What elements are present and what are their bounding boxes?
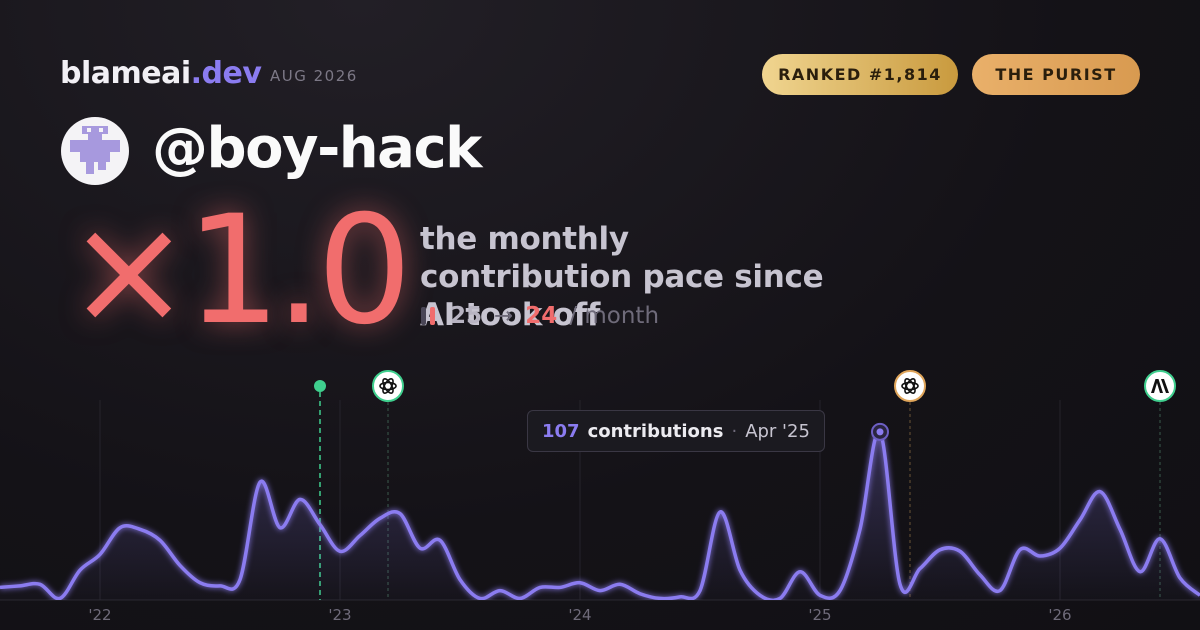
x-tick-label: '26 — [1048, 606, 1071, 624]
brand: blameai.dev — [60, 56, 262, 91]
pace-icon — [421, 307, 435, 325]
pace-after: 24 — [525, 303, 558, 329]
event-icon — [372, 370, 404, 402]
date: AUG 2026 — [270, 67, 358, 85]
tooltip-date: Apr '25 — [745, 420, 810, 442]
pace-before: 25 — [450, 303, 483, 329]
description: the monthly contribution pace since AI t… — [420, 221, 824, 333]
x-tick-label: '25 — [808, 606, 831, 624]
event-icon — [1144, 370, 1176, 402]
event-dot — [314, 380, 326, 392]
brand-name: blameai — [60, 56, 191, 91]
x-tick-label: '23 — [328, 606, 351, 624]
tooltip-value: 107 — [542, 420, 580, 442]
avatar — [61, 117, 129, 185]
handle: @boy-hack — [152, 116, 482, 181]
event-icon — [894, 370, 926, 402]
tooltip: 107 contributions · Apr '25 — [527, 410, 825, 452]
area-fill — [0, 431, 1200, 600]
pace-unit: / month — [569, 303, 660, 329]
x-tick-label: '22 — [88, 606, 111, 624]
line — [0, 429, 1200, 600]
rank-badge: RANKED #1,814 — [762, 54, 958, 95]
hover-point-core — [876, 428, 884, 436]
brand-tld: .dev — [190, 56, 262, 91]
pace-arrow: → — [494, 303, 514, 329]
x-tick-label: '24 — [568, 606, 591, 624]
tooltip-label: contributions — [587, 420, 724, 442]
pace: 25 → 24 / month — [420, 303, 659, 329]
persona-badge: THE PURIST — [972, 54, 1140, 95]
multiplier: ×1.0 — [66, 184, 412, 358]
